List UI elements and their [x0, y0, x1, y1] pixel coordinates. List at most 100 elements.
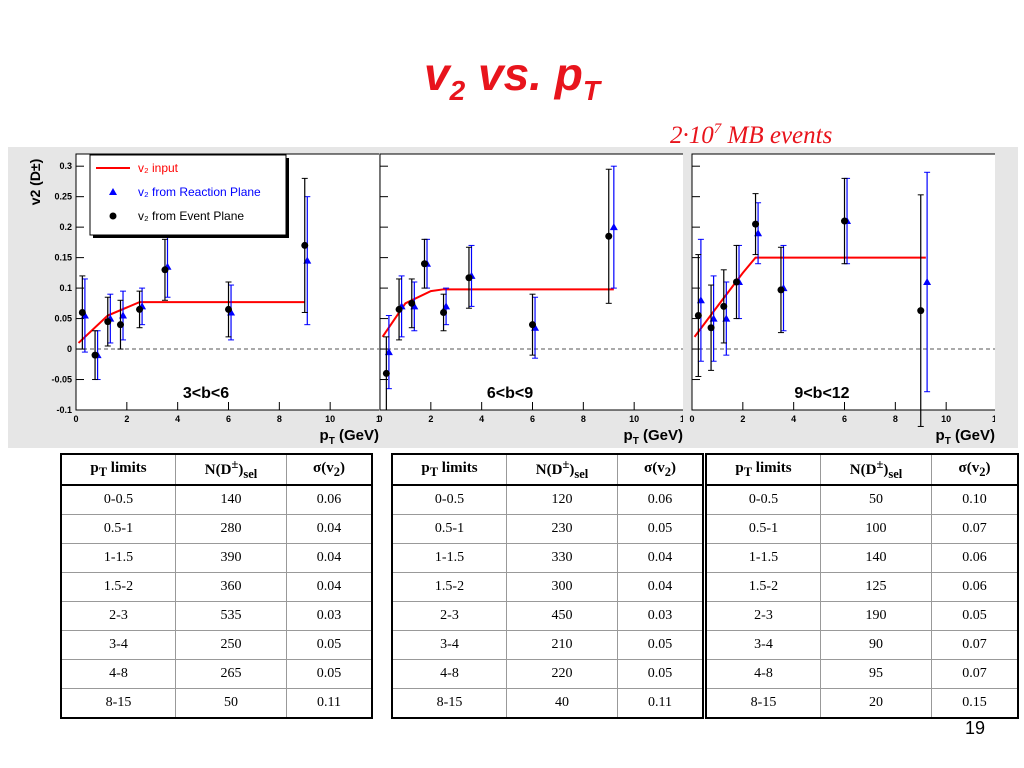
- table-row: 1-1.5 330 0.04: [391, 543, 704, 573]
- y-axis-label: v2 (D±): [27, 159, 43, 206]
- header-cell: N(D±)sel: [820, 453, 932, 486]
- annotation: 6<b<9: [487, 385, 533, 402]
- table-cell: 3-4: [60, 630, 176, 660]
- table-row: 4-8 220 0.05: [391, 659, 704, 689]
- table-cell: 0.15: [931, 688, 1019, 719]
- table-cell: 0.04: [286, 514, 373, 544]
- table-cell: 120: [506, 484, 618, 515]
- header-part: limits: [752, 459, 792, 476]
- table-cell: 230: [506, 514, 618, 544]
- table-row: 1.5-2 125 0.06: [705, 572, 1019, 602]
- header-part: ±: [876, 457, 884, 471]
- table-cell: 0.11: [286, 688, 373, 719]
- table-cell: 0.05: [286, 630, 373, 660]
- header-cell: σ(v2): [931, 453, 1019, 486]
- table-cell: 100: [820, 514, 932, 544]
- table-cell: 0.05: [931, 601, 1019, 631]
- header-part: 2: [664, 464, 671, 479]
- x-tick-label: 0: [73, 414, 78, 424]
- header-cell: pT limits: [705, 453, 821, 486]
- x-tick-label: 10: [941, 414, 951, 424]
- table-row: 3-4 90 0.07: [705, 630, 1019, 660]
- header-part: ±: [562, 457, 570, 471]
- table-cell: 0.07: [931, 514, 1019, 544]
- header-part: 2: [333, 464, 340, 479]
- table-row: 2-3 190 0.05: [705, 601, 1019, 631]
- charts: v2 vs. pT 2·107 MB events 024681012-0.1-…: [8, 48, 1018, 448]
- y-tick-label: 0.15: [54, 253, 72, 263]
- table-cell: 0.04: [617, 543, 704, 573]
- table-cell: 330: [506, 543, 618, 573]
- header-part: N(D: [849, 462, 877, 478]
- header-part: σ(v: [313, 459, 334, 476]
- table-cell: 210: [506, 630, 618, 660]
- header-part: p: [90, 459, 99, 476]
- table-cell: 360: [175, 572, 287, 602]
- x-label-part: (GeV): [639, 427, 683, 444]
- header-part: σ(v: [958, 459, 980, 476]
- header-part: sel: [888, 467, 903, 481]
- table-cell: 2-3: [391, 601, 507, 631]
- x-tick-label: 10: [325, 414, 335, 424]
- table-cell: 0-0.5: [60, 484, 176, 515]
- table-cell: 0.03: [286, 601, 373, 631]
- marker-circle: [301, 241, 309, 249]
- y-tick-label: 0.2: [59, 222, 72, 232]
- table-cell: 125: [820, 572, 932, 602]
- table-cell: 0.05: [286, 659, 373, 689]
- header-cell: pT limits: [60, 453, 176, 486]
- header-part: ): [339, 459, 345, 476]
- x-label-part: (GeV): [335, 427, 379, 444]
- marker-circle: [917, 307, 925, 315]
- page-number: 19: [965, 718, 986, 738]
- x-label-sub: T: [945, 436, 951, 447]
- header-cell: N(D±)sel: [175, 453, 287, 486]
- x-tick-label: 8: [277, 414, 282, 424]
- header-part: p: [421, 459, 430, 476]
- header-part: 2: [979, 464, 986, 479]
- marker-circle: [777, 286, 785, 294]
- marker-circle: [694, 312, 702, 320]
- x-label-part: p: [624, 427, 633, 444]
- table-cell: 90: [820, 630, 932, 660]
- y-tick-label: 0.1: [59, 283, 72, 293]
- x-label-part: p: [936, 427, 945, 444]
- marker-circle: [529, 321, 536, 329]
- subtitle: 2·107 MB events: [670, 121, 832, 149]
- table-cell: 0.11: [617, 688, 704, 719]
- x-tick-label: 12: [376, 414, 386, 424]
- marker-circle: [136, 305, 144, 313]
- table-cell: 1.5-2: [391, 572, 507, 602]
- legend-circle: [109, 212, 117, 220]
- legend-triangle: [109, 188, 117, 195]
- x-axis-label: pT (GeV): [624, 427, 683, 447]
- y-tick-label: 0.3: [59, 161, 72, 171]
- table-cell: 2-3: [60, 601, 176, 631]
- table-cell: 0.5-1: [705, 514, 821, 544]
- header-part: N(D: [535, 462, 563, 478]
- x-tick-label: 6: [842, 414, 847, 424]
- table-row: 1-1.5 140 0.06: [705, 543, 1019, 573]
- table-cell: 8-15: [391, 688, 507, 719]
- marker-triangle: [923, 278, 932, 285]
- header-row: pT limits N(D±)sel σ(v2): [391, 453, 704, 486]
- title-part: v: [424, 48, 452, 100]
- table-cell: 280: [175, 514, 287, 544]
- table-row: 8-15 40 0.11: [391, 688, 704, 719]
- header-cell: σ(v2): [617, 453, 704, 486]
- table-cell: 0.5-1: [391, 514, 507, 544]
- panel: 0 2 4 6 8 10 12 9<b<12: [689, 153, 995, 427]
- table-cell: 50: [820, 484, 932, 515]
- table-cell: 8-15: [705, 688, 821, 719]
- x-tick-label: 4: [479, 414, 484, 424]
- marker-triangle: [609, 223, 618, 231]
- table-cell: 0.06: [617, 484, 704, 515]
- header-part: T: [743, 464, 753, 479]
- x-label-part: p: [320, 427, 329, 444]
- plot-area: [691, 153, 995, 411]
- x-axis-label: pT (GeV): [936, 427, 995, 447]
- marker-circle: [408, 299, 416, 307]
- table-row: 2-3 535 0.03: [60, 601, 373, 631]
- marker-circle: [91, 351, 99, 359]
- header-row: pT limits N(D±)sel σ(v2): [705, 453, 1019, 486]
